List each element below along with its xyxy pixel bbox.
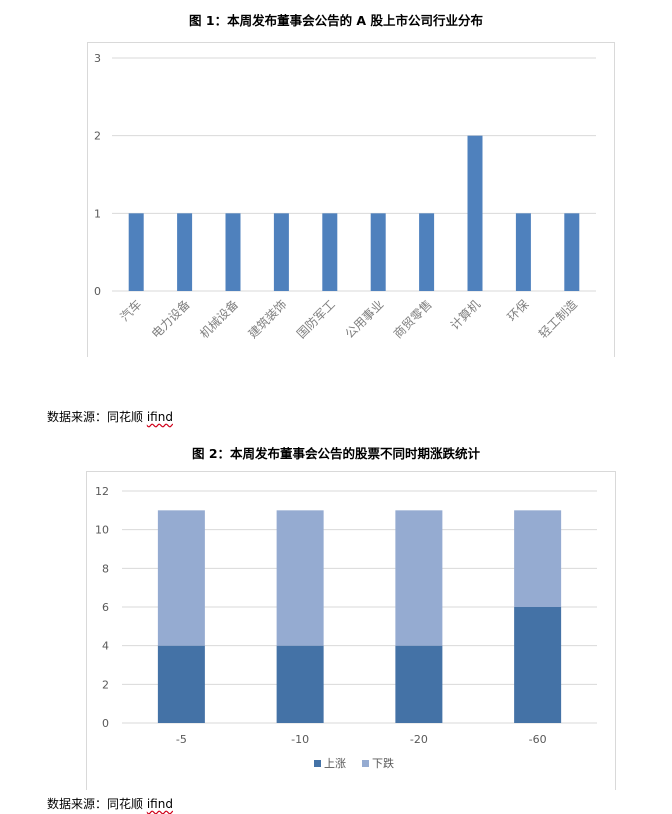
chart1-title: 图 1：本周发布董事会公告的 A 股上市公司行业分布 — [189, 13, 483, 28]
x-tick-label: -10 — [291, 733, 309, 746]
chart2-source-brand: ifind — [146, 797, 173, 811]
chart1-source-label: 数据来源：同花顺 — [47, 410, 147, 424]
bar — [564, 213, 580, 291]
y-tick-label: 2 — [94, 130, 101, 143]
chart1-source-brand: ifind — [146, 410, 173, 424]
x-tick-label: -20 — [410, 733, 428, 746]
y-tick-label: 0 — [94, 285, 101, 298]
x-tick-label: -60 — [529, 733, 547, 746]
bar — [177, 213, 193, 291]
y-tick-label: 10 — [95, 524, 109, 537]
chart2-source: 数据来源：同花顺 ifind — [47, 795, 173, 812]
bar — [419, 213, 435, 291]
y-tick-label: 12 — [95, 485, 109, 498]
x-tick-label: -5 — [176, 733, 187, 746]
bar-segment — [514, 607, 562, 723]
y-tick-label: 3 — [94, 52, 101, 65]
bar — [225, 213, 241, 291]
bar-segment — [395, 510, 443, 646]
y-tick-label: 8 — [102, 562, 109, 575]
y-tick-label: 2 — [102, 678, 109, 691]
bar — [515, 213, 531, 291]
bar-segment — [395, 645, 443, 723]
chart2-source-label: 数据来源：同花顺 — [47, 797, 147, 811]
chart1-source: 数据来源：同花顺 ifind — [47, 408, 173, 425]
bar — [273, 213, 289, 291]
y-tick-label: 1 — [94, 207, 101, 220]
y-tick-label: 0 — [102, 717, 109, 730]
bar — [467, 135, 483, 291]
chart2-title: 图 2：本周发布董事会公告的股票不同时期涨跌统计 — [191, 446, 481, 461]
bar-segment — [514, 510, 562, 607]
y-tick-label: 4 — [102, 640, 109, 653]
bar — [322, 213, 338, 291]
bar — [128, 213, 144, 291]
legend-label: 下跌 — [372, 756, 394, 770]
bar-segment — [276, 645, 324, 723]
bar-segment — [157, 645, 205, 723]
bar-segment — [157, 510, 205, 646]
legend-label: 上涨 — [324, 757, 346, 770]
chart1-frame — [87, 42, 615, 357]
y-tick-label: 6 — [102, 601, 109, 614]
bar-segment — [276, 510, 324, 646]
legend-swatch — [362, 760, 369, 767]
bar — [370, 213, 386, 291]
legend-swatch — [314, 760, 321, 767]
